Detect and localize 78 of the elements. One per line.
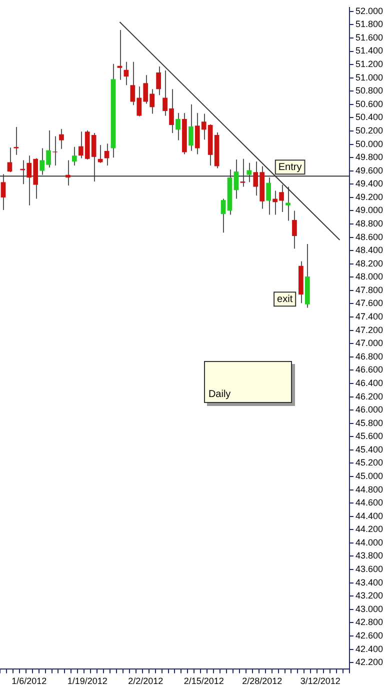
y-tick-label: 47.600 [355,298,384,308]
x-tick-label: 3/12/2012 [300,676,340,686]
y-tick-label: 44.800 [355,484,384,494]
candlestick [14,126,19,156]
y-tick-label: 46.400 [355,378,384,388]
candlestick [266,177,272,216]
y-tick-label: 51.600 [355,32,384,42]
y-tick-label: 51.800 [355,19,384,30]
y-tick-label: 50.800 [355,86,384,96]
candlestick [220,198,226,234]
y-tick-label: 51.400 [355,46,384,56]
candlestick [292,210,297,250]
y-tick-label: 44.400 [355,510,384,521]
y-tick-label: 43.800 [355,550,384,561]
y-tick-label: 49.000 [355,205,384,216]
y-tick-label: 43.600 [355,564,384,574]
candlestick [117,29,122,80]
x-tick-label: 2/2/2012 [128,676,164,686]
note-box: Daily [204,361,292,404]
y-tick-label: 45.000 [355,470,384,481]
y-tick-label: 48.000 [355,272,384,282]
y-tick-label: 46.200 [355,391,384,402]
y-tick-label: 46.000 [355,404,384,415]
y-tick-label: 51.200 [355,59,384,70]
y-tick-label: 47.000 [355,338,384,348]
y-tick-label: 50.400 [355,112,384,122]
y-tick-label: 48.200 [355,258,384,268]
y-tick-label: 45.400 [355,444,384,454]
candlestick [0,174,6,211]
candlestick [188,104,194,152]
y-tick-label: 46.600 [355,364,384,375]
ref-line-label: Entry [278,162,302,173]
candlestick [7,147,12,173]
x-tick-label: 1/6/2012 [12,676,47,686]
y-tick-label: 49.200 [355,192,384,202]
y-tick-label: 48.800 [355,218,384,228]
y-tick-label: 48.600 [355,232,384,242]
y-tick-label: 43.000 [355,604,384,614]
x-tick-label: 2/15/2012 [184,676,224,686]
y-tick-label: 46.800 [355,351,384,362]
candlestick [246,162,252,183]
y-tick-label: 42.200 [355,657,384,668]
y-tick-label: 42.400 [355,644,384,654]
y-tick-label: 52.000 [355,6,384,16]
y-tick-label: 47.200 [355,324,384,335]
y-tick-label: 50.600 [355,98,384,109]
x-tick-label: 2/28/2012 [242,676,282,686]
x-tick-label: 1/19/2012 [67,676,108,686]
candlestick [124,61,129,86]
candlestick [240,158,246,188]
y-tick-label: 45.600 [355,431,384,442]
y-tick-label: 50.000 [355,138,384,149]
y-tick-label: 43.400 [355,577,384,588]
candlestick [59,128,64,150]
y-tick-label: 44.200 [355,524,384,534]
candlestick [176,112,180,141]
y-tick-label: 51.000 [355,72,384,82]
candlestick [286,186,290,222]
y-tick-label: 43.200 [355,590,384,601]
candlestick [52,136,58,166]
y-tick-label: 44.000 [355,537,384,548]
y-tick-label: 45.200 [355,458,384,468]
y-tick-label: 44.600 [355,498,384,508]
y-tick-label: 45.800 [355,418,384,428]
y-tick-label: 48.400 [355,245,384,256]
y-tick-label: 42.800 [355,617,384,628]
y-tick-label: 42.600 [355,630,384,640]
y-tick-label: 47.400 [355,312,384,322]
y-tick-label: 47.800 [355,284,384,295]
y-tick-label: 49.400 [355,178,384,189]
candlestick [66,160,70,186]
candlestick [234,159,239,200]
y-tick-label: 49.600 [355,165,384,176]
y-tick-label: 49.800 [355,152,384,162]
annotation: exit [277,294,293,305]
candlestick [156,66,161,96]
y-tick-label: 50.200 [355,125,384,136]
candlestick [72,146,77,166]
